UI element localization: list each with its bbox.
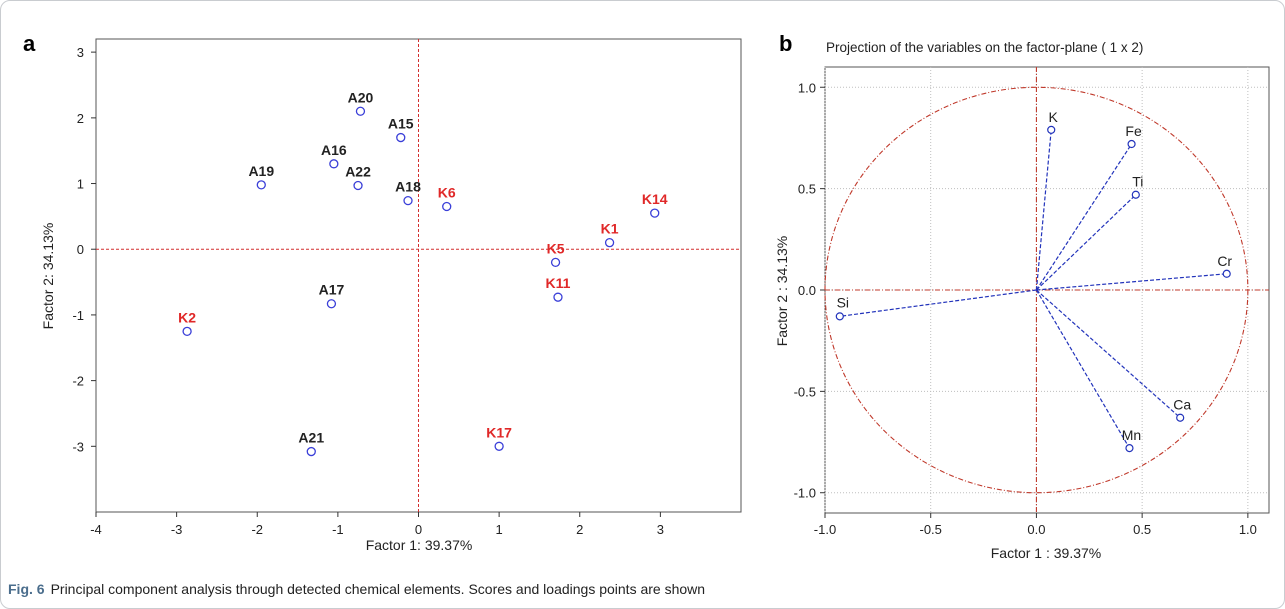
- panel-a-point-label: K5: [547, 240, 565, 256]
- panel-b-xtick-label: 0.0: [1027, 522, 1045, 537]
- panel-b-vector: [1035, 129, 1052, 291]
- panel-b-vector: [1036, 194, 1137, 291]
- panel-b-ytick-label: -1.0: [794, 486, 816, 501]
- panel-a-ytick-label: 2: [77, 111, 84, 126]
- panel-a-ytick-label: -2: [72, 374, 84, 389]
- panel-b-vector: [1035, 143, 1133, 291]
- figure-number: Fig. 6: [8, 581, 45, 597]
- panel-a-ytick-label: 0: [77, 242, 84, 257]
- panel-b-vector: [839, 289, 1037, 317]
- panel-b-vector-label: Si: [837, 294, 849, 310]
- panel-a-point: [550, 257, 561, 268]
- panel-a-point-label: A21: [298, 430, 324, 446]
- panel-a-ytick-label: 1: [77, 177, 84, 192]
- figure-caption: Fig. 6 Principal component analysis throu…: [8, 581, 1278, 597]
- panel-a-ytick-label: -3: [72, 439, 84, 454]
- panel-a-point: [396, 132, 406, 143]
- panel-a-point-label: K2: [178, 309, 196, 325]
- panel-b-xtick-label: 1.0: [1239, 522, 1257, 537]
- panel-b-vector-point: [1176, 413, 1185, 422]
- panel-b-vector-label: Ti: [1132, 174, 1143, 190]
- panel-a-xtick-label: 0: [415, 522, 422, 537]
- panel-b-vector-point: [1125, 444, 1134, 453]
- panel-a-points: A20 A15 A16 A19 A22 A18 K6 K14 K1 K5 K11 A17 K2 A21 K1…: [178, 89, 668, 457]
- panel-a-xtick-label: 2: [576, 522, 583, 537]
- panel-a: a -4 -3 -2 -1 0 1 2 3 3 2 1 0 -1 -2 -3 A20 A15 A16 A19 A22…: [23, 31, 742, 553]
- panel-a-point: [182, 326, 192, 336]
- panel-a-point: [494, 441, 504, 451]
- panel-b-vector-point: [1127, 139, 1136, 149]
- panel-a-letter: a: [23, 31, 36, 56]
- panel-a-point-label: A17: [319, 282, 345, 298]
- panel-a-xtick-label: 1: [496, 522, 503, 537]
- panel-a-point: [553, 292, 563, 302]
- panel-a-ytick-label: -1: [72, 308, 84, 323]
- panel-b-xlabel: Factor 1 : 39.37%: [991, 545, 1102, 561]
- panel-a-point: [256, 180, 266, 190]
- panel-b-xtick-label: -1.0: [814, 522, 836, 537]
- panel-a-point: [604, 238, 615, 248]
- panel-b-title: Projection of the variables on the facto…: [826, 40, 1143, 55]
- panel-a-ticks: -4 -3 -2 -1 0 1 2 3 3 2 1 0 -1 -2 -3: [72, 45, 664, 537]
- panel-b-vector-point: [1131, 190, 1140, 199]
- panel-a-point: [326, 299, 337, 309]
- panel-a-point: [306, 446, 316, 457]
- panel-b-vector: [1036, 289, 1181, 419]
- panel-b-ytick-label: -0.5: [794, 384, 816, 399]
- panel-b-ytick-label: 1.0: [798, 80, 816, 95]
- panel-b-vector-point: [835, 312, 844, 321]
- panel-b-ylabel: Factor 2 : 34.13%: [774, 236, 790, 347]
- figure-caption-text: Principal component analysis through det…: [50, 581, 706, 597]
- panel-a-point-label: K6: [438, 185, 456, 201]
- panel-a-xtick-label: 3: [657, 522, 664, 537]
- panel-a-point-label: K17: [486, 424, 512, 440]
- panel-a-point-label: K11: [546, 275, 571, 291]
- panel-a-xtick-label: -1: [332, 522, 344, 537]
- panel-a-xtick-label: -3: [171, 522, 183, 537]
- panel-b-vector-label: Ca: [1173, 397, 1191, 413]
- panel-b-vector: [1036, 273, 1227, 291]
- panel-b-vector-label: Cr: [1217, 253, 1232, 269]
- panel-a-xtick-label: -2: [251, 522, 263, 537]
- panel-a-point-label: A20: [348, 89, 374, 105]
- panel-a-reference-lines: [96, 39, 741, 512]
- panel-a-xtick-label: -4: [90, 522, 102, 537]
- panel-a-point: [353, 180, 363, 191]
- panel-b-vector-label: Fe: [1125, 123, 1142, 139]
- panel-a-point-label: A22: [345, 163, 371, 179]
- panel-b-vector-point: [1222, 269, 1231, 278]
- panel-b-vector-label: K: [1049, 109, 1059, 125]
- panel-a-point-label: K1: [601, 221, 619, 237]
- panel-a-point-label: A19: [248, 163, 274, 179]
- panel-b-letter: b: [779, 31, 792, 56]
- panel-a-point: [355, 106, 366, 116]
- panel-b-xtick-label: 0.5: [1133, 522, 1151, 537]
- panel-a-point: [329, 159, 339, 169]
- panel-a-ylabel: Factor 2: 34.13%: [40, 223, 56, 330]
- panel-b-ticks: -1.0 -0.5 0.0 0.5 1.0 1.0 0.5 0.0 -0.5 -1.0: [794, 80, 1257, 537]
- panel-a-point-label: A18: [395, 179, 421, 195]
- panel-b-xtick-label: -0.5: [920, 522, 942, 537]
- panel-a-point: [442, 201, 452, 212]
- panel-b: b Projection of the variables on the fac…: [774, 31, 1270, 561]
- panel-b-vector-point: [1047, 125, 1056, 134]
- panel-b-ytick-label: 0.0: [798, 283, 816, 298]
- panel-a-point: [403, 195, 413, 206]
- panel-a-point-label: A15: [388, 116, 414, 132]
- panel-a-point-label: K14: [642, 191, 668, 207]
- panel-a-point-label: A16: [321, 142, 347, 158]
- panel-b-vector-label: Mn: [1122, 427, 1141, 443]
- panel-a-ytick-label: 3: [77, 45, 84, 60]
- panel-a-point: [650, 208, 660, 218]
- panel-a-xlabel: Factor 1: 39.37%: [366, 537, 473, 553]
- panel-b-vectors: K Fe Ti Cr Si Ca Mn: [835, 109, 1232, 453]
- panel-b-vector: [1035, 289, 1130, 449]
- panel-b-ytick-label: 0.5: [798, 182, 816, 197]
